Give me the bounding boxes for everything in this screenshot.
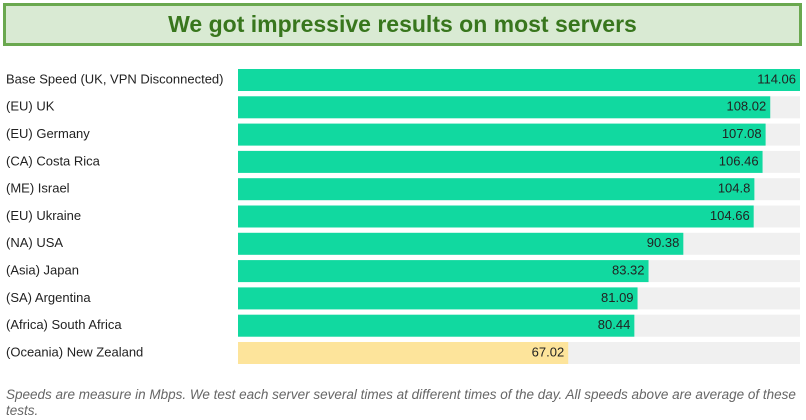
bar	[238, 69, 800, 91]
bar	[238, 314, 635, 337]
value-label: 81.09	[601, 290, 634, 305]
chart: Base Speed (UK, VPN Disconnected) 114.06 (…	[6, 69, 800, 364]
category-label: (CA) Costa Rica	[6, 153, 101, 168]
bar	[238, 96, 771, 119]
value-label: 107.08	[722, 126, 762, 141]
category-label: (Oceania) New Zealand	[6, 344, 143, 359]
category-label: (NA) USA	[6, 235, 63, 250]
value-label: 114.06	[757, 71, 796, 86]
value-label: 106.46	[719, 153, 759, 168]
value-label: 104.66	[710, 208, 750, 223]
bar	[238, 150, 763, 173]
value-label: 104.8	[718, 181, 751, 196]
bar	[238, 178, 755, 201]
bar	[238, 232, 684, 255]
category-label: (Asia) Japan	[6, 263, 79, 278]
category-label: (EU) Germany	[6, 126, 90, 141]
bar	[238, 287, 638, 310]
chart-title: We got impressive results on most server…	[3, 3, 802, 46]
category-label: (Africa) South Africa	[6, 317, 122, 332]
value-label: 67.02	[532, 344, 565, 359]
category-label: Base Speed (UK, VPN Disconnected)	[6, 71, 224, 86]
category-label: (SA) Argentina	[6, 290, 91, 305]
category-label: (EU) Ukraine	[6, 208, 81, 223]
value-label: 83.32	[612, 263, 645, 278]
bar	[238, 123, 766, 146]
bar	[238, 205, 754, 228]
value-label: 90.38	[647, 235, 680, 250]
category-label: (EU) UK	[6, 99, 55, 114]
footnote: Speeds are measure in Mbps. We test each…	[6, 387, 796, 418]
value-label: 80.44	[598, 317, 631, 332]
bar	[238, 260, 649, 283]
category-label: (ME) Israel	[6, 181, 70, 196]
value-label: 108.02	[726, 99, 766, 114]
bar	[238, 342, 569, 364]
